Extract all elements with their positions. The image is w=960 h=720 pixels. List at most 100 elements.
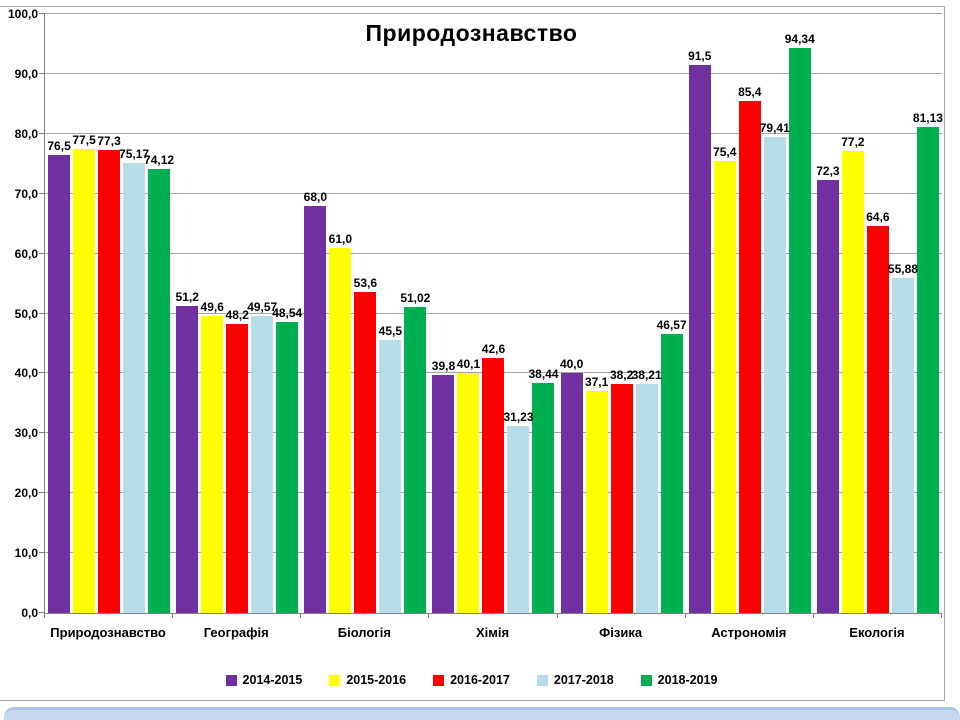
x-axis-tick bbox=[556, 613, 558, 618]
bar-value-label: 38,2 bbox=[609, 368, 634, 383]
bar-2014-2015-Екологія: 72,3 bbox=[816, 164, 840, 613]
bar-2016-2017-Хімія: 42,6 bbox=[482, 342, 505, 613]
legend-item-2017-2018: 2017-2018 bbox=[536, 673, 614, 687]
bar-groups: 76,5 77,5 77,3 75,17 74,12 51,2 49,6 48,2 49,57 4… bbox=[45, 14, 943, 613]
bar-2017-2018-Фізика: 38,21 bbox=[632, 368, 662, 613]
bar-value-label: 77,2 bbox=[841, 134, 865, 149]
legend-swatch bbox=[225, 674, 237, 686]
bar-value-label: 77,3 bbox=[97, 133, 121, 148]
y-axis-label: 30,0 bbox=[14, 426, 38, 441]
bar-value-label: 79,41 bbox=[759, 121, 790, 136]
legend-label: 2015-2016 bbox=[346, 673, 407, 687]
plot-area: 0,0 10,0 20,0 30,0 40,0 50,0 60,0 70,0 80,0 90,0 1… bbox=[8, 8, 943, 619]
legend-item-2016-2017: 2016-2017 bbox=[433, 673, 510, 687]
gridline bbox=[45, 252, 942, 254]
bar-value-label: 75,4 bbox=[713, 145, 737, 160]
legend-item-2018-2019: 2018-2019 bbox=[640, 673, 718, 687]
bar-2015-2016-Біологія: 61,0 bbox=[329, 232, 352, 613]
bar-2018-2019-Природознавство: 74,12 bbox=[144, 153, 174, 613]
bar-value-label: 55,88 bbox=[887, 262, 918, 277]
bar-2014-2015-Природознавство: 76,5 bbox=[47, 139, 71, 613]
bar-2016-2017-Географія: 48,2 bbox=[226, 308, 249, 613]
y-axis-tick bbox=[39, 492, 45, 494]
gridline bbox=[45, 192, 942, 194]
legend-label: 2014-2015 bbox=[242, 673, 303, 687]
y-axis-label: 50,0 bbox=[14, 306, 38, 321]
legend-item-2014-2015: 2014-2015 bbox=[225, 673, 303, 687]
bar-group-Природознавство: 76,5 77,5 77,3 75,17 74,12 bbox=[45, 14, 174, 613]
bar-value-label: 31,23 bbox=[503, 409, 534, 424]
category-label-Екологія: Екологія bbox=[849, 625, 905, 640]
y-axis-label: 10,0 bbox=[14, 546, 38, 561]
slide-footer-band bbox=[4, 707, 960, 720]
category-label-Географія: Географія bbox=[203, 625, 269, 640]
bar-value-label: 94,34 bbox=[784, 31, 815, 46]
bar-2018-2019-Фізика: 46,57 bbox=[657, 318, 687, 613]
bar-value-label: 51,2 bbox=[175, 290, 199, 305]
x-axis-tick bbox=[300, 613, 302, 618]
bar-value-label: 48,54 bbox=[272, 306, 303, 321]
legend-swatch bbox=[433, 674, 445, 686]
chart-frame: Природознавство 0,0 10,0 20,0 30,0 40,0 50,0 6… bbox=[0, 6, 945, 701]
bar-2014-2015-Біологія: 68,0 bbox=[304, 190, 327, 613]
bar-2015-2016-Хімія: 40,1 bbox=[457, 357, 480, 613]
legend-label: 2018-2019 bbox=[657, 673, 718, 687]
bar-value-label: 38,21 bbox=[631, 368, 662, 383]
bar-2018-2019-Географія: 48,54 bbox=[272, 306, 302, 613]
bar-group-Біологія: 68,0 61,0 53,6 45,5 51,02 bbox=[301, 14, 430, 613]
bar-group-Фізика: 40,0 37,1 38,2 38,21 46,57 bbox=[558, 14, 687, 613]
bar-value-label: 37,1 bbox=[584, 374, 609, 389]
bar-group-Екологія: 72,3 77,2 64,6 55,88 81,13 bbox=[814, 14, 943, 613]
y-axis-tick bbox=[39, 252, 45, 254]
bar-2014-2015-Хімія: 39,8 bbox=[432, 359, 455, 613]
bar-value-label: 51,02 bbox=[400, 291, 431, 306]
bar-value-label: 77,5 bbox=[72, 132, 96, 147]
bar-value-label: 81,13 bbox=[912, 111, 943, 126]
y-axis-tick bbox=[39, 132, 45, 134]
y-axis-tick bbox=[39, 612, 45, 613]
bar-value-label: 53,6 bbox=[353, 275, 378, 290]
y-axis-label: 100,0 bbox=[7, 7, 38, 21]
y-axis-tick bbox=[39, 432, 45, 434]
bar-group-Астрономія: 91,5 75,4 85,4 79,41 94,34 bbox=[686, 14, 815, 613]
y-axis-label: 70,0 bbox=[14, 186, 38, 201]
bar-value-label: 49,6 bbox=[200, 299, 224, 314]
bar-2016-2017-Екологія: 64,6 bbox=[866, 210, 890, 613]
bar-value-label: 76,5 bbox=[47, 138, 71, 153]
bar-2018-2019-Хімія: 38,44 bbox=[528, 367, 559, 613]
bar-value-label: 40,1 bbox=[456, 356, 481, 371]
legend-swatch bbox=[640, 674, 652, 686]
bar-2018-2019-Біологія: 51,02 bbox=[400, 291, 430, 613]
category-label-Природознавство: Природознавство bbox=[50, 625, 166, 640]
bar-2015-2016-Фізика: 37,1 bbox=[585, 375, 608, 613]
bar-group-Хімія: 39,8 40,1 42,6 31,23 38,44 bbox=[429, 14, 559, 613]
bar-value-label: 49,57 bbox=[247, 300, 278, 315]
chart-title: Природознавство bbox=[365, 20, 578, 46]
gridline bbox=[45, 13, 942, 14]
bar-2015-2016-Екологія: 77,2 bbox=[841, 135, 865, 613]
bar-2014-2015-Астрономія: 91,5 bbox=[688, 49, 711, 613]
x-axis-tick bbox=[172, 613, 174, 618]
bar-2014-2015-Фізика: 40,0 bbox=[560, 357, 583, 613]
bar-value-label: 74,12 bbox=[144, 153, 175, 168]
category-label-Хімія: Хімія bbox=[475, 625, 510, 640]
x-axis-tick bbox=[812, 613, 814, 618]
y-axis-label: 80,0 bbox=[14, 126, 38, 141]
bar-value-label: 38,44 bbox=[528, 366, 559, 381]
bar-2017-2018-Екологія: 55,88 bbox=[888, 262, 918, 613]
bar-2015-2016-Астрономія: 75,4 bbox=[713, 145, 736, 613]
y-axis-tick bbox=[39, 552, 45, 554]
y-axis-tick bbox=[39, 192, 45, 194]
x-axis-tick bbox=[684, 613, 686, 618]
y-axis-label: 90,0 bbox=[14, 66, 38, 81]
bar-value-label: 40,0 bbox=[559, 357, 584, 372]
bar-2016-2017-Фізика: 38,2 bbox=[610, 368, 633, 613]
y-axis-tick bbox=[39, 72, 45, 74]
legend-item-2015-2016: 2015-2016 bbox=[329, 673, 406, 687]
y-axis-label: 60,0 bbox=[14, 246, 38, 261]
x-axis-tick bbox=[941, 613, 942, 618]
legend-swatch bbox=[329, 674, 341, 686]
bar-value-label: 64,6 bbox=[866, 210, 890, 225]
bar-value-label: 42,6 bbox=[481, 341, 506, 356]
legend-swatch bbox=[536, 674, 548, 686]
